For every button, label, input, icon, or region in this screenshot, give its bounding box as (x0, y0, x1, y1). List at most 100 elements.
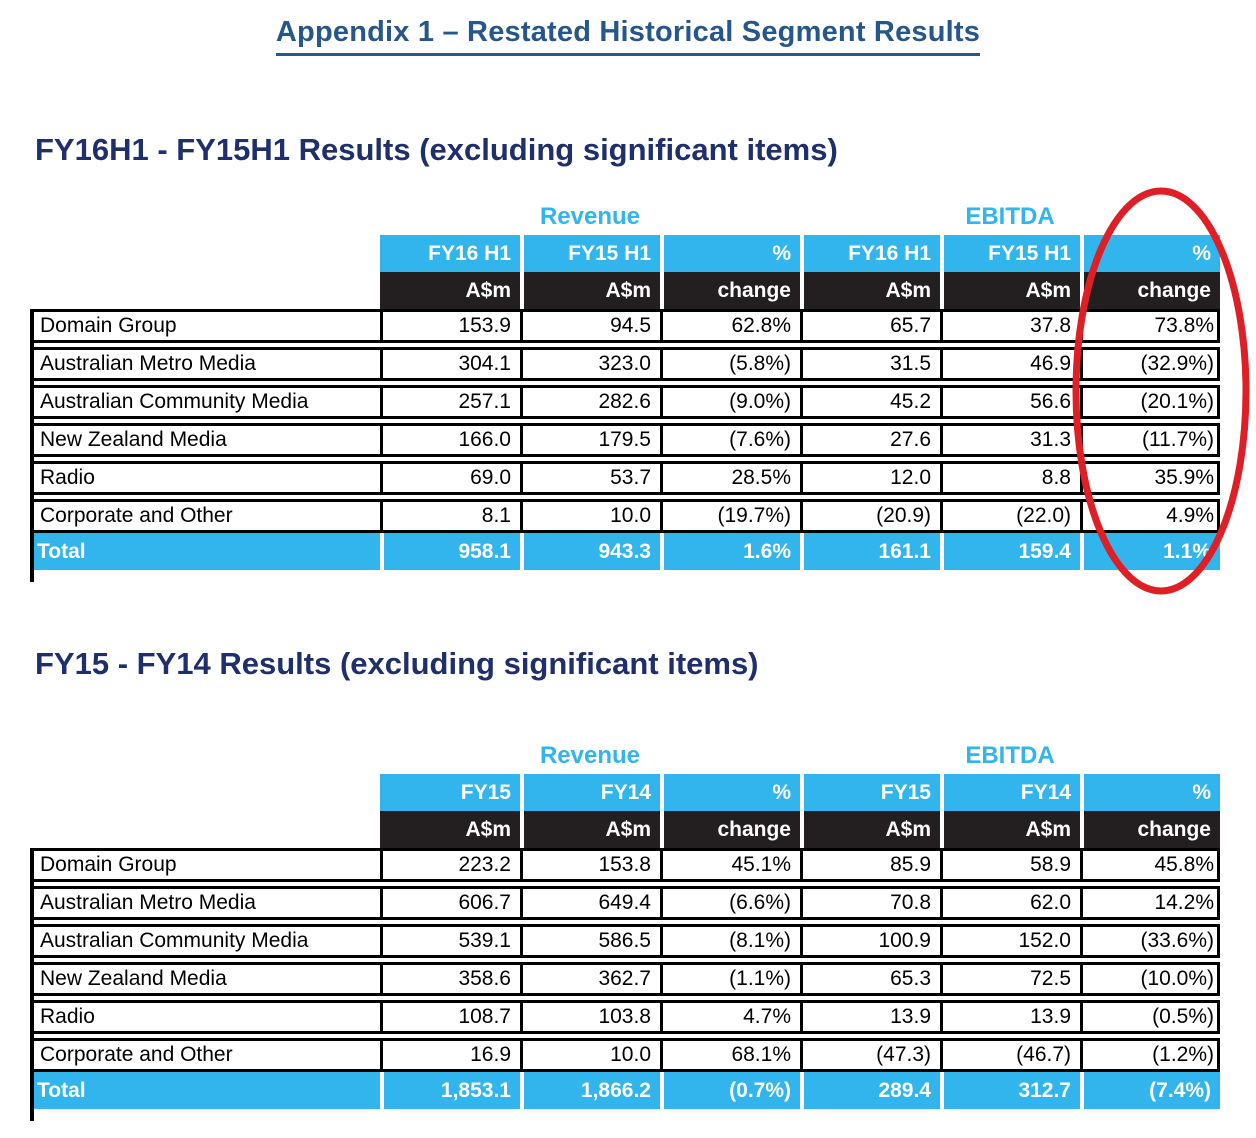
cell-value: 58.9 (943, 851, 1083, 879)
unit-header: A$m (380, 811, 520, 848)
column-header: FY16 H1 (800, 235, 940, 272)
unit-header: A$m (940, 811, 1080, 848)
cell-value: 166.0 (383, 426, 523, 454)
cell-value: 73.8% (1154, 314, 1214, 337)
page-title-text: Appendix 1 – Restated Historical Segment… (275, 16, 981, 56)
column-header: % (1080, 235, 1220, 272)
unit-header: change (660, 811, 800, 848)
row-label: New Zealand Media (33, 426, 383, 454)
unit-header: change (660, 272, 800, 309)
table-left-border (30, 309, 34, 582)
column-header: FY14 (940, 774, 1080, 811)
cell-value: 62.0 (943, 889, 1083, 917)
unit-header: change (1080, 272, 1220, 309)
group-header-revenue: Revenue (539, 741, 641, 769)
table-left-border (30, 848, 34, 1121)
row-label: Australian Metro Media (33, 350, 383, 378)
cell-value: (0.5%) (1152, 1005, 1214, 1028)
cell-value: 37.8 (943, 312, 1083, 340)
unit-header: A$m (520, 272, 660, 309)
cell-value: 62.8% (663, 312, 803, 340)
total-value: 159.4 (940, 533, 1080, 570)
unit-header-row: A$m A$m change A$m A$m change (30, 811, 1220, 848)
cell-value: 539.1 (383, 927, 523, 955)
section-heading-fy15: FY15 - FY14 Results (excluding significa… (35, 646, 759, 681)
cell-value: (9.0%) (663, 388, 803, 416)
cell-value: 10.0 (523, 1041, 663, 1069)
unit-header: A$m (380, 272, 520, 309)
cell-value: 153.9 (383, 312, 523, 340)
total-value: (0.7%) (660, 1072, 800, 1109)
cell-value: 72.5 (943, 965, 1083, 993)
header-spacer (30, 774, 380, 811)
row-label: New Zealand Media (33, 965, 383, 993)
table-row: Corporate and Other 16.9 10.0 68.1% (47.… (30, 1038, 1220, 1072)
cell-value: 13.9 (943, 1003, 1083, 1031)
column-header: FY15 (380, 774, 520, 811)
cell-value: 27.6 (803, 426, 943, 454)
segment-results-table-fy15: Revenue EBITDA FY15 FY14 % FY15 FY14 % A… (30, 737, 1220, 1121)
total-value: 1,866.2 (520, 1072, 660, 1109)
total-label: Total (30, 1072, 380, 1109)
total-value: 289.4 (800, 1072, 940, 1109)
cell-value: (32.9%) (1140, 352, 1214, 375)
cell-value: 152.0 (943, 927, 1083, 955)
table-row: Australian Metro Media 304.1 323.0 (5.8%… (30, 347, 1220, 381)
cell-value: 257.1 (383, 388, 523, 416)
cell-value: 606.7 (383, 889, 523, 917)
total-value: 1.6% (660, 533, 800, 570)
table-body: Domain Group 223.2 153.8 45.1% 85.9 58.9… (30, 848, 1220, 1072)
group-header-row: Revenue EBITDA (30, 198, 1220, 235)
cell-value: (1.1%) (663, 965, 803, 993)
unit-header: A$m (800, 811, 940, 848)
total-value: 1.1% (1080, 533, 1220, 570)
cell-value: 70.8 (803, 889, 943, 917)
header-spacer (30, 272, 380, 309)
cell-value: (19.7%) (663, 502, 803, 530)
row-label: Radio (33, 1003, 383, 1031)
cell-value: 53.7 (523, 464, 663, 492)
cell-value: 103.8 (523, 1003, 663, 1031)
period-header-row: FY16 H1 FY15 H1 % FY16 H1 FY15 H1 % (30, 235, 1220, 272)
table-row: Domain Group 153.9 94.5 62.8% 65.7 37.8 … (30, 309, 1220, 343)
cell-value: 323.0 (523, 350, 663, 378)
cell-value: (1.2%) (1152, 1043, 1214, 1066)
table-row: Domain Group 223.2 153.8 45.1% 85.9 58.9… (30, 848, 1220, 882)
cell-value: 14.2% (1154, 891, 1214, 914)
row-label: Corporate and Other (33, 502, 383, 530)
unit-header: change (1080, 811, 1220, 848)
total-row: Total 958.1 943.3 1.6% 161.1 159.4 1.1% (30, 533, 1220, 570)
cell-value: 153.8 (523, 851, 663, 879)
total-value: 1,853.1 (380, 1072, 520, 1109)
column-header: FY15 (800, 774, 940, 811)
cell-value: 31.5 (803, 350, 943, 378)
cell-value: 304.1 (383, 350, 523, 378)
unit-header: A$m (940, 272, 1080, 309)
table-row: Radio 69.0 53.7 28.5% 12.0 8.8 35.9% (30, 461, 1220, 495)
cell-value: 69.0 (383, 464, 523, 492)
total-value: 943.3 (520, 533, 660, 570)
column-header: FY16 H1 (380, 235, 520, 272)
cell-value: 28.5% (663, 464, 803, 492)
page-title: Appendix 1 – Restated Historical Segment… (0, 16, 1256, 56)
cell-value: 4.9% (1166, 504, 1214, 527)
unit-header: A$m (520, 811, 660, 848)
cell-value: 586.5 (523, 927, 663, 955)
column-header: FY15 H1 (940, 235, 1080, 272)
cell-value: 108.7 (383, 1003, 523, 1031)
cell-value: (10.0%) (1140, 967, 1214, 990)
group-header-revenue: Revenue (539, 202, 641, 230)
section-heading-fy16h1: FY16H1 - FY15H1 Results (excluding signi… (35, 132, 838, 167)
segment-results-table-fy16h1: Revenue EBITDA FY16 H1 FY15 H1 % FY16 H1… (30, 198, 1220, 582)
column-header: FY14 (520, 774, 660, 811)
cell-value: 223.2 (383, 851, 523, 879)
cell-value: 100.9 (803, 927, 943, 955)
cell-value: 45.2 (803, 388, 943, 416)
cell-value: (47.3) (803, 1041, 943, 1069)
cell-value: 358.6 (383, 965, 523, 993)
cell-value: 282.6 (523, 388, 663, 416)
column-header: % (660, 774, 800, 811)
table-row: Australian Community Media 257.1 282.6 (… (30, 385, 1220, 419)
group-header-row: Revenue EBITDA (30, 737, 1220, 774)
